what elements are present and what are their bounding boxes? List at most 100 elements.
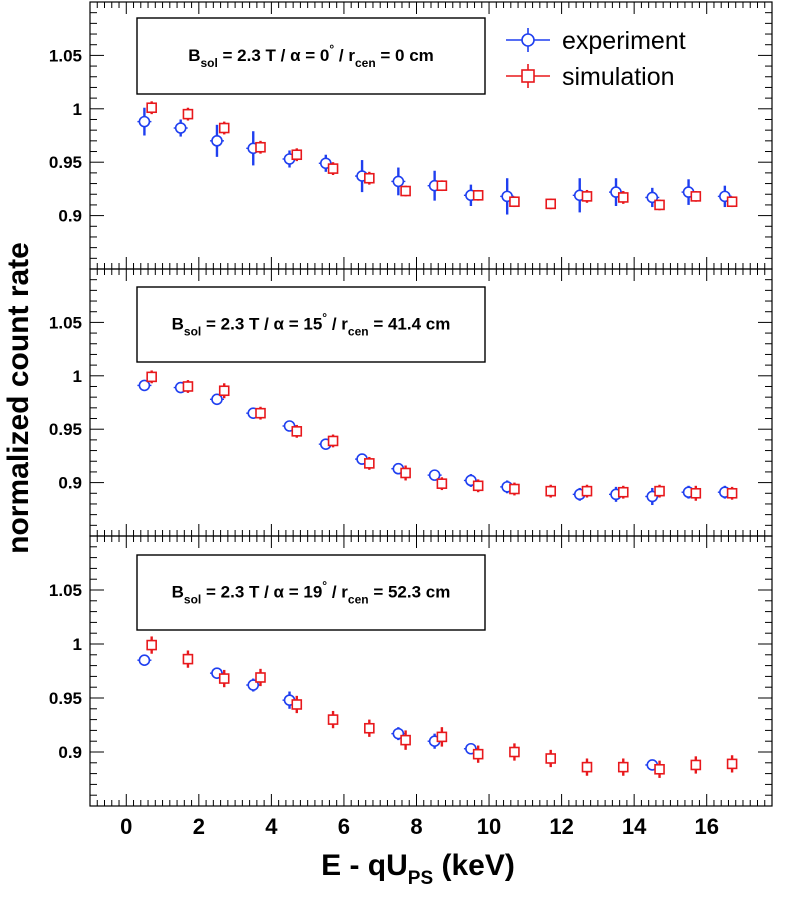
marker-square (581, 191, 593, 202)
x-tick-label: 16 (694, 814, 718, 839)
annotation-text: Bsol = 2.3 T / α = 0° / rcen = 0 cm (188, 42, 434, 70)
marker-square (690, 487, 702, 499)
data-point (218, 383, 230, 399)
legend-entry-experiment: experiment (506, 27, 686, 55)
marker-square (364, 458, 375, 469)
annotation-part: B (172, 315, 184, 334)
data-point (472, 745, 484, 763)
marker-square (509, 196, 520, 208)
data-point (327, 162, 339, 176)
annotation-part: / r (327, 583, 348, 602)
marker-square (218, 385, 230, 397)
y-axis-label: normalized count rate (2, 242, 35, 554)
marker-square (182, 381, 194, 392)
data-point (137, 654, 152, 667)
data-point (255, 140, 266, 154)
marker-square (472, 480, 484, 492)
data-point (209, 393, 224, 406)
annotation-box (136, 286, 486, 363)
annotation-part: B (188, 46, 200, 65)
marker-circle (138, 654, 151, 667)
annotation-box (136, 17, 486, 95)
legend: experiment simulation (506, 27, 686, 91)
data-point (545, 749, 557, 768)
marker-square (472, 748, 484, 760)
data-point (173, 119, 188, 137)
data-point (182, 380, 194, 393)
legend-marker (521, 69, 535, 83)
data-point (545, 484, 557, 498)
panel-3: 1.05 1 0.95 0.9 Bsol = 2.3 T / α = 19° / rce… (49, 535, 773, 807)
data-point (146, 636, 157, 654)
marker-square (545, 198, 557, 210)
x-axis-label-main: E - qU (321, 849, 408, 882)
data-point (726, 486, 738, 500)
annotation-part: cen (355, 56, 376, 70)
marker-square (255, 672, 266, 683)
marker-square (472, 190, 484, 201)
data-point (291, 424, 303, 438)
annotation-part: = 0 cm (376, 46, 434, 65)
data-point (726, 196, 738, 208)
x-axis: 0 2 4 6 8 10 12 14 16 (120, 814, 719, 839)
x-tick-label: 10 (477, 814, 501, 839)
annotation-part: ° (322, 311, 327, 325)
marker-square (218, 673, 230, 684)
marker-square (654, 485, 665, 497)
x-axis-label-unit: (keV) (433, 849, 515, 882)
marker-square (654, 763, 665, 775)
data-point (400, 185, 411, 197)
panel-2: 1.05 1 0.95 0.9 Bsol = 2.3 T / α = 15° / rce… (49, 268, 773, 537)
annotation-part: / r (327, 315, 348, 334)
marker-square (581, 485, 593, 497)
y-tick-label: 1 (73, 100, 82, 119)
marker-square (364, 722, 375, 734)
marker-square (327, 163, 339, 174)
data-point (436, 727, 448, 747)
marker-square (436, 478, 448, 489)
panel-1: 1.05 1 0.95 0.9 Bsol = 2.3 T / α = 0° / rcen… (49, 1, 773, 270)
annotation-part: B (172, 583, 184, 602)
annotation-text: Bsol = 2.3 T / α = 15° / rcen = 41.4 cm (172, 311, 451, 339)
data-point (581, 189, 593, 203)
marker-square (146, 102, 157, 114)
marker-square (726, 196, 738, 208)
marker-square (255, 407, 266, 419)
data-point (654, 484, 665, 498)
data-point (509, 196, 520, 208)
data-point (690, 485, 702, 501)
y-tick-label: 1 (73, 367, 82, 386)
data-point (209, 124, 224, 157)
marker-square (545, 485, 557, 497)
x-axis-label-sub: PS (408, 868, 433, 889)
annotation-part: / r (334, 46, 355, 65)
annotation-part: = 52.3 cm (369, 583, 451, 602)
marker-square (581, 761, 593, 773)
marker-square (617, 761, 629, 773)
annotation-part: cen (348, 325, 369, 339)
marker-square (690, 759, 702, 771)
data-point (436, 477, 448, 491)
data-point (690, 756, 702, 774)
marker-circle (428, 469, 441, 481)
data-point (364, 719, 375, 737)
annotation-part: sol (184, 593, 201, 607)
data-point (182, 107, 194, 121)
data-point (255, 406, 266, 420)
data-point (726, 755, 738, 773)
annotation-part: sol (200, 56, 217, 70)
data-point (364, 171, 375, 185)
marker-square (509, 483, 520, 495)
data-point (427, 469, 442, 481)
data-point (654, 760, 665, 778)
marker-square (182, 653, 194, 665)
marker-square (400, 734, 411, 746)
marker-circle (211, 135, 223, 147)
x-tick-label: 14 (622, 814, 647, 839)
y-tick-label: 0.9 (58, 474, 82, 493)
marker-square (690, 191, 702, 202)
marker-square (364, 172, 375, 184)
data-point (654, 199, 665, 211)
data-point (545, 198, 557, 210)
